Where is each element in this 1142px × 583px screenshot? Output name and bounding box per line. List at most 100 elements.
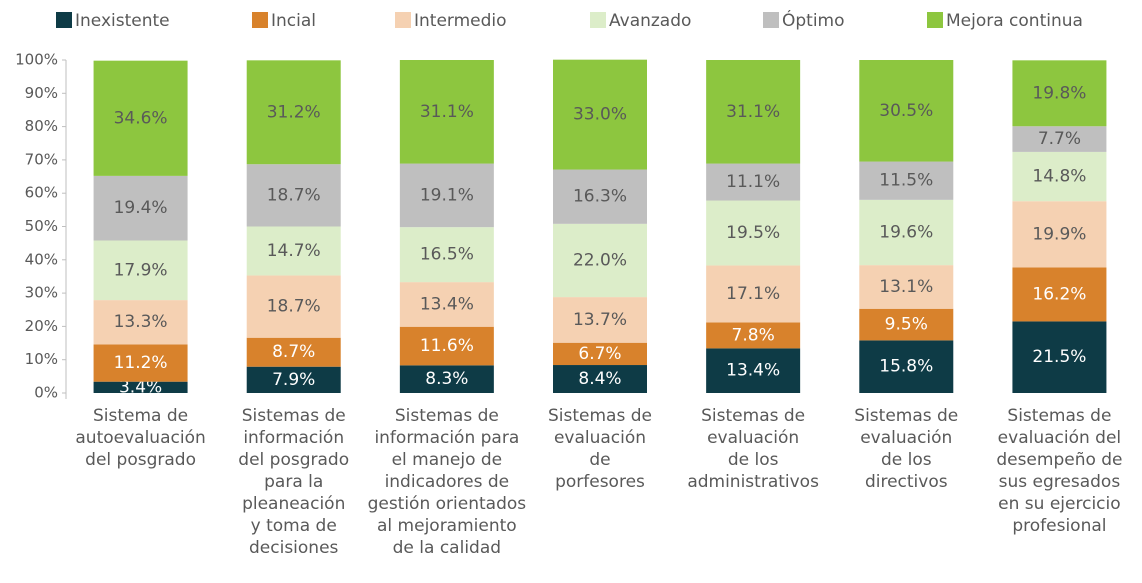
bar-segment [399,282,494,327]
value-label: 33.0% [573,105,627,125]
legend-label: Avanzado [609,11,691,31]
y-tick-label: 20% [25,317,58,335]
x-tick-label: sus egresados [999,472,1121,492]
bar-segment [93,240,188,301]
legend-swatch [395,12,411,28]
x-tick-label: gestión orientados [368,494,527,514]
bar-segment [1012,126,1107,152]
value-label: 9.5% [885,315,928,335]
y-tick-label: 50% [25,217,58,235]
value-label: 19.5% [726,223,780,243]
value-label: 16.2% [1032,284,1086,304]
x-tick-label: evaluación [707,428,799,448]
x-tick-label: de los [728,450,779,470]
x-tick-label: para la [264,472,323,492]
bar-segment [93,344,188,382]
bar-segment [1012,151,1107,202]
value-label: 16.3% [573,187,627,207]
legend-swatch [252,12,268,28]
value-label: 30.5% [879,101,933,121]
y-tick-label: 80% [25,117,58,135]
legend-swatch [56,12,72,28]
y-tick-label: 70% [25,150,58,168]
bar-segment [859,308,954,341]
value-label: 11.5% [879,171,933,191]
x-tick-label: y toma de [251,516,337,536]
value-label: 19.4% [114,198,168,218]
x-tick-label: directivos [865,472,948,492]
bar-segment [399,227,494,283]
value-label: 11.2% [114,353,168,373]
value-label: 3.4% [119,377,162,397]
x-tick-label: administrativos [687,472,819,492]
value-label: 18.7% [267,297,321,317]
bar-segment [93,60,188,176]
bar-segment [706,322,801,349]
x-tick-label: información [243,428,344,448]
bar-segment [1012,201,1107,268]
x-tick-label: en su ejercicio [998,494,1120,514]
y-tick-label: 30% [25,284,58,302]
value-label: 8.3% [425,369,468,389]
bar-segment [706,60,801,164]
value-label: 34.6% [114,108,168,128]
bar-segment [399,365,494,393]
x-tick-label: indicadores de [385,472,510,492]
value-label: 13.3% [114,312,168,332]
y-tick-label: 100% [15,51,58,69]
bar-segment [706,200,801,266]
bar-segment [246,60,341,165]
x-tick-label: desempeño de [996,450,1122,470]
value-label: 21.5% [1032,347,1086,367]
x-tick-label: del posgrado [85,450,196,470]
legend-swatch [927,12,943,28]
value-label: 14.7% [267,241,321,261]
x-tick-label: de la calidad [393,538,501,558]
legend-label: Mejora continua [946,11,1083,31]
x-tick-label: evaluación del [998,428,1121,448]
y-tick-label: 60% [25,184,58,202]
value-label: 18.7% [267,185,321,205]
y-tick-label: 0% [34,384,58,402]
bar-segment [859,60,954,162]
x-tick-label: al mejoramiento [377,516,517,536]
bar-segment [399,326,494,366]
legend-label: Intermedio [414,11,507,31]
value-label: 11.1% [726,172,780,192]
y-tick-label: 90% [25,84,58,102]
x-tick-label: Sistema de [93,406,188,426]
x-tick-label: pleaneación [242,494,345,514]
bar-segment [93,381,188,393]
x-tick-label: Sistemas de [701,406,805,426]
bar-segment [399,60,494,164]
value-label: 17.9% [114,260,168,280]
bar-segment [399,163,494,228]
bar-segment [859,340,954,393]
y-tick-label: 40% [25,250,58,268]
x-tick-label: profesional [1012,516,1106,536]
value-label: 7.9% [272,370,315,390]
bar-segment [706,348,801,393]
y-tick-label: 10% [25,350,58,368]
x-tick-label: Sistemas de [854,406,958,426]
value-label: 13.1% [879,277,933,297]
x-tick-label: Sistemas de [548,406,652,426]
bar-segment [859,265,954,309]
x-tick-label: autoevaluación [75,428,205,448]
bar-segment [246,164,341,227]
bar-segment [553,59,647,170]
bar-segment [93,300,188,345]
x-tick-label: Sistemas de [242,406,346,426]
legend-label: Incial [271,11,316,31]
bar-segment [1012,267,1107,322]
value-label: 31.1% [420,102,474,122]
bar-segment [246,275,341,338]
value-label: 13.4% [420,294,474,314]
value-label: 15.8% [879,357,933,377]
value-label: 7.7% [1038,129,1081,149]
legend-label: Inexistente [75,11,170,31]
bar-segment [553,365,647,393]
x-tick-label: evaluación [554,428,646,448]
bar-segment [246,337,341,367]
